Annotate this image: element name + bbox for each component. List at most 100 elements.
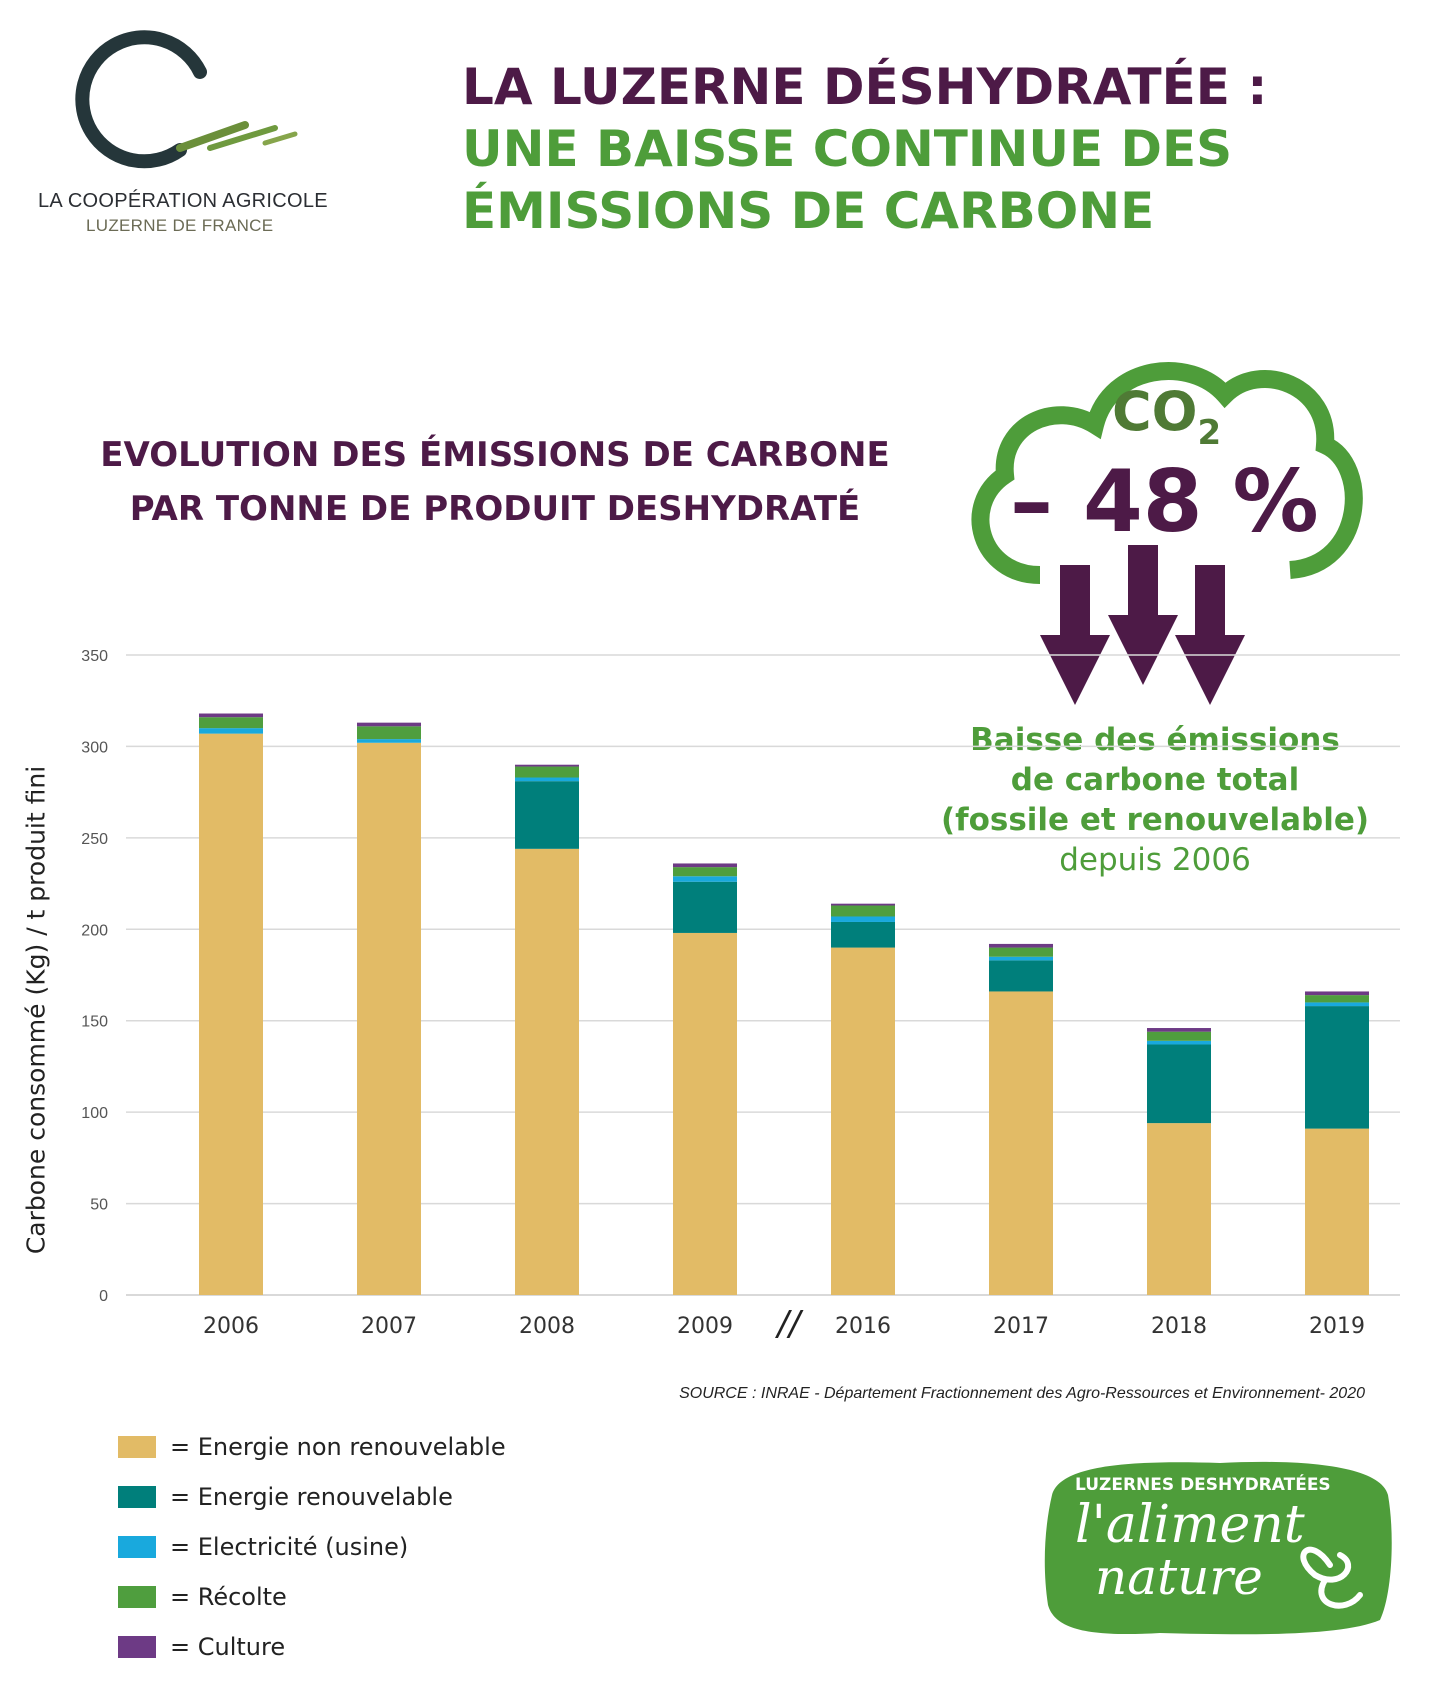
c-swoosh-logo-icon [75,30,298,169]
logo-subtitle: LUZERNE DE FRANCE [86,216,274,235]
bar-segment [1305,991,1369,996]
co2-subscript: 2 [1197,413,1222,453]
legend-label: = Récolte [170,1583,287,1611]
bar-segment [673,881,737,933]
bar-segment [989,956,1053,961]
down-arrow-left [1040,565,1110,705]
x-tick-label: 2019 [1309,1314,1365,1339]
legend-label: = Electricité (usine) [170,1533,409,1561]
bar-segment [989,960,1053,992]
chart-legend: = Energie non renouvelable = Energie reno… [118,1422,506,1672]
bar-segment [515,764,579,767]
bar-segment [1147,1123,1211,1295]
bar-segment [199,713,263,718]
chart-title-line-2: PAR TONNE DE PRODUIT DESHYDRATÉ [129,489,861,529]
legend-label: = Culture [170,1633,286,1661]
source-note: SOURCE : INRAE - Département Fractionnem… [679,1385,1365,1402]
legend-swatch [118,1636,156,1658]
x-tick-label: 2007 [361,1314,417,1339]
x-tick-label: 2016 [835,1314,891,1339]
bar-segment [673,876,737,882]
legend-label: = Energie renouvelable [170,1483,453,1511]
bar-segment [1305,995,1369,1003]
bar-segment [831,905,895,917]
badge-script-line-2: nature [1095,1548,1263,1606]
bar-segment [1305,1002,1369,1007]
bar-segment [357,722,421,727]
bar-segment [989,991,1053,1295]
legend-item: = Energie renouvelable [118,1472,506,1522]
callout-line-2: de carbone total [1010,762,1300,798]
bar-segment [1147,1028,1211,1032]
headline-line-2: UNE BAISSE CONTINUE DES [462,120,1233,178]
co2-label: CO2 [1112,380,1221,453]
ribbon-icon [1300,1546,1363,1609]
legend-item: = Electricité (usine) [118,1522,506,1572]
bar-segment [515,766,579,778]
y-tick-label: 250 [81,831,108,848]
bar-segment [673,867,737,877]
legend-item: = Culture [118,1622,506,1672]
x-tick-label: 2017 [993,1314,1049,1339]
bar-segment [357,742,421,1295]
bar-segment [1305,1128,1369,1295]
x-tick-label: 2018 [1151,1314,1207,1339]
down-arrow-right [1175,565,1245,705]
y-tick-label: 200 [81,922,108,939]
chart-title-line-1: EVOLUTION DES ÉMISSIONS DE CARBONE [100,435,890,475]
bar-segment [515,777,579,782]
bar-segment [831,903,895,906]
x-tick-label: 2006 [203,1314,259,1339]
callout-line-3: (fossile et renouvelable) [940,802,1370,838]
bar-segment [515,848,579,1295]
aliment-nature-badge [1044,1461,1392,1635]
y-tick-label: 150 [81,1014,108,1031]
axis-break-marker: // [775,1304,804,1340]
callout-line-4: depuis 2006 [1059,842,1251,878]
headline: LA LUZERNE DÉSHYDRATÉE : UNE BAISSE CONT… [462,56,1267,242]
cloud-down-arrows-icon [971,362,1363,705]
legend-swatch [118,1536,156,1558]
bar-segment [831,921,895,948]
bar-segment [831,916,895,922]
legend-swatch [118,1586,156,1608]
legend-item: = Récolte [118,1572,506,1622]
cooperative-logo: LA COOPÉRATION AGRICOLE LUZERNE DE FRANC… [30,30,330,245]
reduction-callout: Baisse des émissions de carbone total (f… [930,720,1380,880]
bar-segment [1147,1031,1211,1041]
legend-swatch [118,1486,156,1508]
badge-script-line-1: l'aliment [1075,1495,1305,1555]
y-tick-label: 350 [81,648,108,665]
y-tick-label: 0 [99,1288,108,1305]
bar-segment [1147,1040,1211,1045]
x-tick-label: 2009 [677,1314,733,1339]
bar-segment [357,726,421,740]
x-tick-label: 2008 [519,1314,575,1339]
bar-segment [1147,1044,1211,1124]
y-tick-label: 100 [81,1105,108,1122]
bar-segment [831,947,895,1295]
bar-segment [989,947,1053,957]
headline-line-3: ÉMISSIONS DE CARBONE [462,182,1155,240]
y-tick-label: 50 [90,1197,108,1214]
y-tick-label: 300 [81,739,108,756]
legend-swatch [118,1436,156,1458]
bar-segment [673,932,737,1295]
stacked-bar-chart: 0 50 100 150 200 250 300 350 2006 2007 2008 2009 // 2… [81,648,1400,1340]
bar-segment [199,717,263,729]
co2-text: CO [1112,380,1198,443]
bar-segment [357,739,421,743]
down-arrow-middle [1108,545,1178,685]
reduction-percentage: – 48 % [1010,452,1319,552]
chart-title: EVOLUTION DES ÉMISSIONS DE CARBONE PAR T… [70,428,920,536]
badge-top-text: LUZERNES DESHYDRATÉES [1075,1475,1331,1495]
legend-item: = Energie non renouvelable [118,1422,506,1472]
callout-line-1: Baisse des émissions [970,722,1340,758]
logo-title: LA COOPÉRATION AGRICOLE [38,190,328,212]
bar-segment [673,863,737,868]
headline-line-1: LA LUZERNE DÉSHYDRATÉE : [462,58,1268,116]
bar-segment [199,728,263,734]
bar-segment [989,943,1053,948]
bar-segment [1305,1006,1369,1129]
bar-segment [199,733,263,1295]
